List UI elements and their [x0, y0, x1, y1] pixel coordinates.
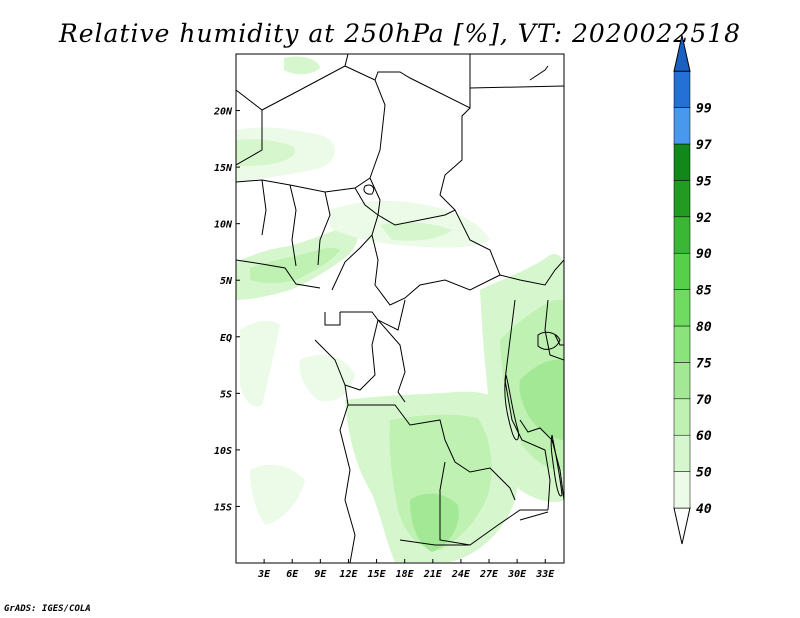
border-line: [554, 334, 564, 346]
border-line: [317, 191, 331, 266]
y-tick-label: 5S: [220, 389, 232, 400]
y-tick-label: 15S: [214, 502, 232, 513]
x-tick-label: 33E: [535, 569, 555, 580]
border-line: [377, 209, 501, 276]
colorbar-label: 92: [696, 211, 712, 226]
colorbar-segment: [673, 216, 691, 254]
map-area: [236, 54, 564, 563]
colorbar-label: 95: [696, 174, 712, 189]
humidity-region-congo-light: [299, 355, 355, 402]
x-tick-label: 21E: [423, 569, 443, 580]
colorbar-top-triangle: [673, 35, 691, 72]
border-line: [261, 54, 349, 111]
humidity-region-north-blob: [284, 56, 320, 75]
border-line: [371, 234, 501, 306]
border-line: [314, 319, 379, 391]
border-line: [519, 511, 549, 521]
border-line: [499, 259, 564, 286]
lake-tanganyika: [504, 374, 519, 441]
y-tick-label: EQ: [220, 333, 232, 344]
colorbar-label: 70: [696, 393, 712, 408]
colorbar: 40 50 60 70 75 80 85 90 92 95 97 99: [673, 35, 712, 545]
y-tick-label: 10S: [214, 446, 232, 457]
colorbar-label: 50: [696, 466, 712, 481]
colorbar-label: 40: [696, 502, 712, 517]
humidity-region-central-band-core: [380, 222, 452, 241]
colorbar-segment: [673, 252, 691, 290]
colorbar-label: 85: [696, 284, 712, 299]
border-line: [289, 184, 297, 267]
colorbar-label: 60: [696, 429, 712, 444]
border-line: [529, 65, 549, 81]
y-tick-label: 5N: [220, 276, 233, 287]
border-line: [236, 89, 263, 166]
y-axis: 20N 15N 10N 5N EQ 5S 10S 15S: [213, 107, 240, 513]
border-line: [236, 259, 321, 289]
x-tick-label: 30E: [507, 569, 527, 580]
colorbar-segment: [673, 289, 691, 327]
x-tick-label: 15E: [368, 569, 387, 580]
colorbar-segment: [673, 143, 691, 181]
humidity-region-angola-zambia-inner: [410, 493, 459, 552]
colorbar-label: 97: [696, 138, 712, 153]
humidity-region-southwest-streak: [250, 464, 305, 525]
x-tick-label: 6E: [286, 569, 299, 580]
border-line: [374, 54, 471, 109]
lakes: [363, 184, 563, 497]
colorbar-segment: [673, 434, 691, 472]
border-line: [344, 65, 386, 179]
colorbar-segment: [673, 398, 691, 436]
border-line: [377, 319, 406, 403]
border-line: [469, 85, 564, 89]
colorbar-segment: [673, 325, 691, 363]
map-frame: [235, 53, 565, 564]
credit-text: GrADS: IGES/COLA: [4, 604, 91, 614]
country-borders: [236, 54, 564, 563]
border-line: [439, 107, 471, 211]
humidity-region-west-coast-core: [250, 247, 340, 283]
colorbar-label: 80: [696, 320, 712, 335]
border-line: [236, 177, 371, 193]
colorbar-segment: [673, 70, 691, 108]
y-tick-label: 10N: [214, 220, 233, 231]
colorbar-label: 99: [696, 102, 712, 117]
border-line: [339, 404, 356, 563]
x-tick-label: 18E: [396, 569, 415, 580]
chart-title: Relative humidity at 250hPa [%], VT: 202…: [58, 19, 741, 48]
border-line: [399, 539, 470, 546]
border-line: [519, 419, 564, 501]
border-line: [544, 299, 564, 361]
colorbar-label: 75: [696, 356, 712, 371]
x-tick-label: 9E: [314, 569, 327, 580]
humidity-region-east-africa-inner: [519, 359, 564, 440]
colorbar-label: 90: [696, 247, 712, 262]
x-axis: 3E 6E 9E 12E 15E 18E 21E 24E 27E 30E 33E: [257, 559, 555, 580]
border-line: [369, 177, 381, 216]
x-tick-label: 27E: [479, 569, 499, 580]
lake-victoria: [537, 331, 561, 350]
border-line: [344, 384, 516, 501]
x-tick-label: 12E: [339, 569, 358, 580]
colorbar-segment: [673, 471, 691, 509]
humidity-region-sahel-core: [236, 139, 296, 166]
y-tick-label: 15N: [214, 163, 233, 174]
humidity-fields: [236, 56, 564, 562]
x-tick-label: 24E: [451, 569, 471, 580]
colorbar-bottom-triangle: [673, 507, 691, 545]
border-line: [261, 179, 267, 236]
colorbar-segment: [673, 362, 691, 400]
lake-chad: [363, 184, 375, 195]
x-tick-label: 3E: [257, 569, 271, 580]
border-line: [504, 299, 551, 511]
y-tick-label: 20N: [213, 107, 233, 118]
colorbar-segment: [673, 180, 691, 218]
colorbar-segment: [673, 107, 691, 145]
border-line: [324, 312, 341, 326]
humidity-region-gulf-streak: [240, 320, 280, 407]
lake-malawi: [550, 434, 563, 497]
